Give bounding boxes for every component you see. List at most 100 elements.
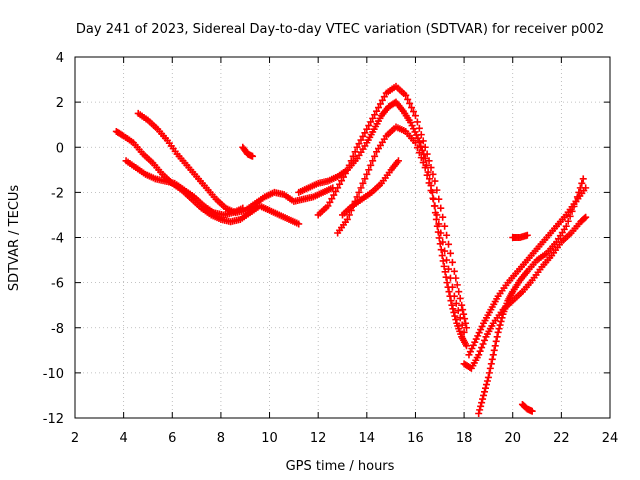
grid-lines <box>75 57 610 418</box>
series-trace-f <box>314 82 471 332</box>
data-point <box>365 122 373 130</box>
data-point <box>361 175 369 183</box>
data-point <box>493 333 501 341</box>
data-point <box>528 407 536 415</box>
data-point <box>460 328 468 336</box>
data-point <box>357 184 365 192</box>
data-point <box>484 373 492 381</box>
data-point <box>369 114 377 122</box>
data-point <box>478 344 486 352</box>
data-point <box>498 314 506 322</box>
chart-title: Day 241 of 2023, Sidereal Day-to-day VTE… <box>76 22 604 37</box>
data-point <box>566 212 574 220</box>
data-point <box>463 324 471 332</box>
data-point <box>579 175 587 183</box>
y-tick-label: 0 <box>56 141 64 156</box>
data-point <box>423 171 431 179</box>
data-point <box>421 143 429 151</box>
data-point <box>491 342 499 350</box>
data-point <box>488 355 496 363</box>
data-point <box>427 187 435 195</box>
data-point <box>355 188 363 196</box>
data-point <box>448 283 456 291</box>
data-point <box>353 193 361 201</box>
data-point <box>450 267 458 275</box>
data-point <box>429 194 437 202</box>
data-point <box>477 326 485 334</box>
data-point <box>249 152 257 160</box>
series-trace-k <box>475 175 587 417</box>
data-point <box>458 301 466 309</box>
data-point <box>339 173 347 181</box>
y-tick-label: -6 <box>51 277 64 292</box>
data-point <box>453 281 461 289</box>
data-point <box>425 157 433 165</box>
data-point <box>479 340 487 348</box>
data-point <box>573 193 581 201</box>
data-point <box>443 256 451 264</box>
data-point <box>332 187 340 195</box>
data-point <box>437 204 445 212</box>
data-point <box>481 384 489 392</box>
data-point <box>431 177 439 185</box>
data-point <box>480 391 488 399</box>
data-point <box>479 395 487 403</box>
data-point <box>458 321 466 329</box>
data-point <box>451 312 459 320</box>
data-point <box>421 164 429 172</box>
data-point <box>562 222 570 230</box>
data-point <box>336 180 344 188</box>
data-point <box>376 100 384 108</box>
data-point <box>334 184 342 192</box>
data-point <box>351 148 359 156</box>
data-point <box>421 155 429 163</box>
data-point <box>440 262 448 270</box>
data-point <box>417 131 425 139</box>
data-point <box>497 317 505 325</box>
x-axis-label: GPS time / hours <box>286 459 395 474</box>
data-point <box>445 240 453 248</box>
data-point <box>429 170 437 178</box>
data-point <box>394 157 402 165</box>
data-point <box>411 139 419 147</box>
data-point <box>471 338 479 346</box>
data-point <box>575 188 583 196</box>
data-point <box>411 128 419 136</box>
x-tick-label: 24 <box>602 431 619 446</box>
series-trace-l <box>509 231 531 241</box>
data-point <box>349 152 357 160</box>
data-point <box>468 345 476 353</box>
data-point <box>478 322 486 330</box>
data-point <box>355 140 363 148</box>
x-tick-label: 12 <box>310 431 327 446</box>
data-point <box>452 299 460 307</box>
x-tick-label: 14 <box>359 431 376 446</box>
data-point <box>441 222 449 230</box>
data-point <box>450 308 458 316</box>
data-point <box>437 246 445 254</box>
data-point <box>367 118 375 126</box>
y-tick-label: -4 <box>51 232 64 247</box>
y-tick-label: -8 <box>51 322 64 337</box>
data-point <box>495 325 503 333</box>
data-point <box>461 315 469 323</box>
data-point <box>443 279 451 287</box>
data-point <box>433 211 441 219</box>
data-point <box>477 402 485 410</box>
data-point <box>476 347 484 355</box>
data-point <box>419 137 427 145</box>
x-tick-label: 20 <box>504 431 521 446</box>
data-point <box>345 161 353 169</box>
data-point <box>476 406 484 414</box>
data-point <box>423 150 431 158</box>
data-point <box>483 377 491 385</box>
data-point <box>380 93 388 101</box>
series-trace-g <box>334 123 468 336</box>
data-point <box>572 197 580 205</box>
data-point <box>324 202 332 210</box>
x-tick-label: 6 <box>168 431 176 446</box>
data-point <box>417 154 425 162</box>
data-point <box>475 351 483 359</box>
data-point <box>347 157 355 165</box>
